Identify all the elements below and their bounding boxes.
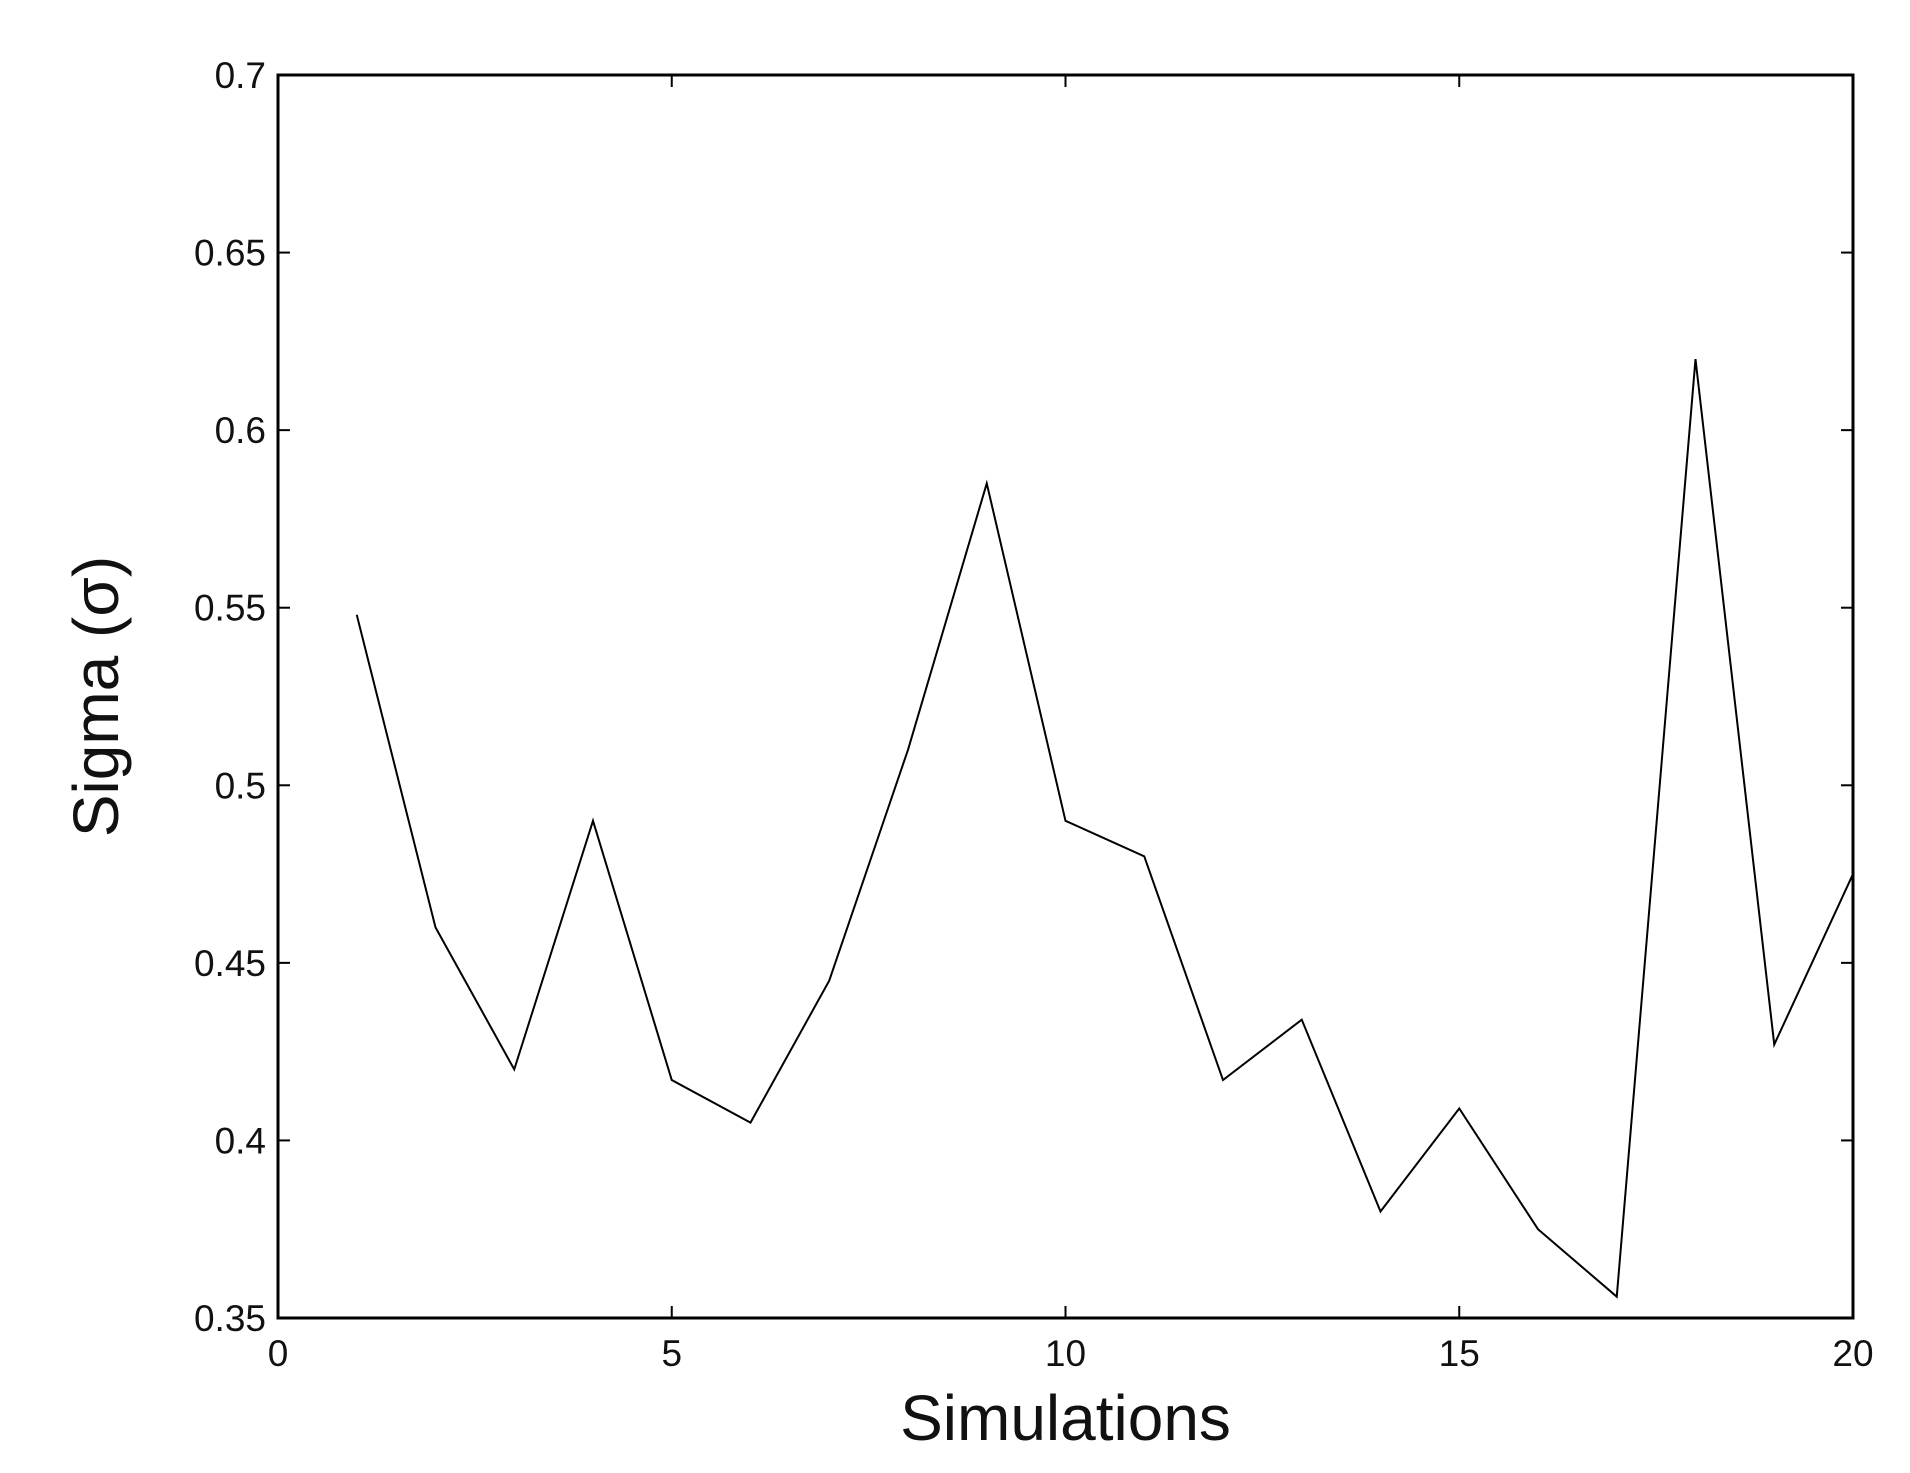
x-axis-label: Simulations: [900, 1382, 1231, 1454]
x-tick-label: 10: [1045, 1333, 1086, 1374]
series-line: [355, 359, 1854, 1299]
y-tick-label: 0.65: [194, 233, 266, 274]
x-tick-label: 0: [268, 1333, 289, 1374]
y-tick-label: 0.7: [215, 55, 266, 96]
y-tick-label: 0.55: [194, 588, 266, 629]
y-tick-label: 0.35: [194, 1298, 266, 1339]
axis-tick-labels: 0 5 10 15 20 0.35 0.4 0.45 0.5 0.55 0.6 0.65 0.7: [194, 55, 1874, 1374]
x-tick-label: 20: [1832, 1333, 1873, 1374]
y-tick-label: 0.45: [194, 943, 266, 984]
series-group: [355, 359, 1854, 1299]
y-tick-label: 0.6: [215, 410, 266, 451]
y-tick-label: 0.5: [215, 765, 266, 806]
x-tick-label: 5: [661, 1333, 682, 1374]
y-axis-label: Sigma (σ): [60, 556, 132, 837]
plot-frame: [276, 73, 1855, 1320]
axis-ticks: [277, 74, 1854, 1319]
y-tick-label: 0.4: [215, 1120, 266, 1161]
x-tick-label: 15: [1439, 1333, 1480, 1374]
